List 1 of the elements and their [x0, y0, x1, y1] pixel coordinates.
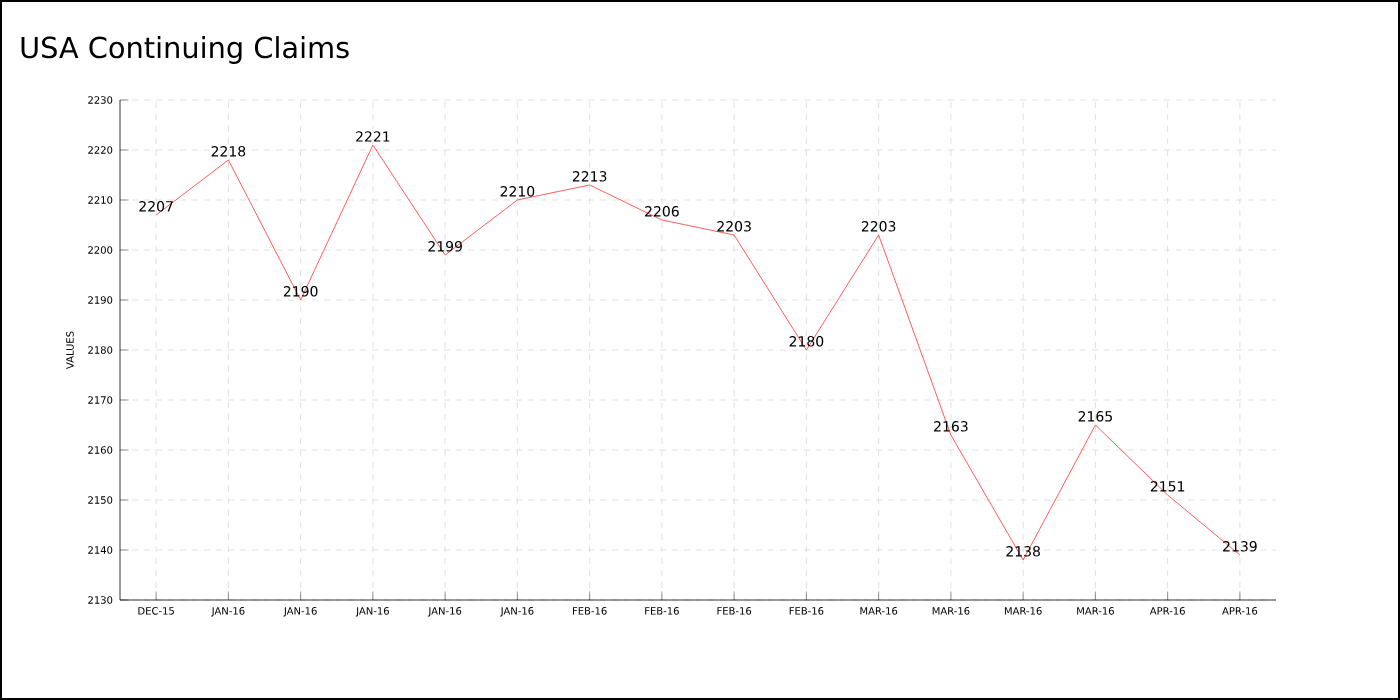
chart-title: USA Continuing Claims [21, 36, 349, 64]
